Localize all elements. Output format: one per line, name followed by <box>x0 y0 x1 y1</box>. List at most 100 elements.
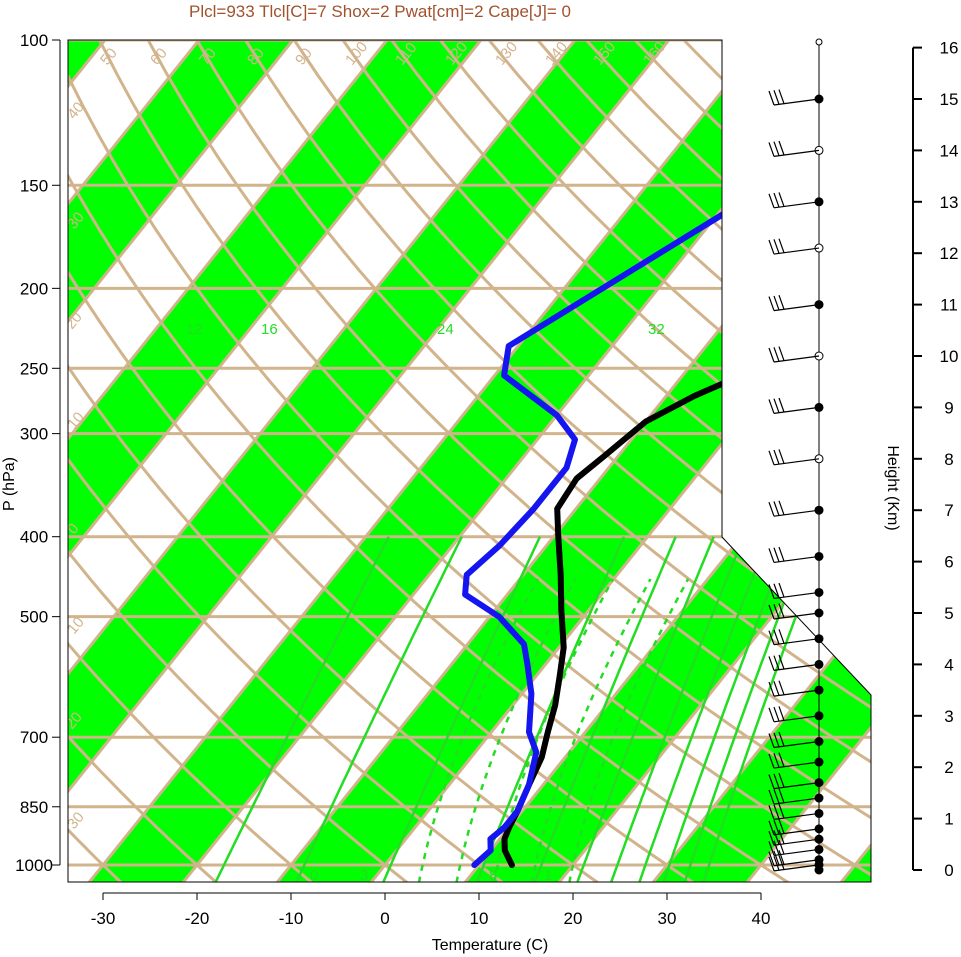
wind-barb <box>773 663 820 671</box>
wind-barb <box>773 812 820 821</box>
wind-barb <box>768 753 775 769</box>
y-tick-label: 400 <box>20 528 48 547</box>
dry-adiabat-line <box>269 40 871 882</box>
x-tick-label: 40 <box>752 909 771 928</box>
wind-barb <box>768 604 775 620</box>
y-tick-label: 250 <box>20 359 48 378</box>
isotherm-line <box>526 40 871 882</box>
dry-adiabat-line <box>68 40 871 882</box>
mixing-ratio-label: 12 <box>186 321 203 338</box>
dry-adiabat-line <box>68 40 694 882</box>
x-tick-label: 30 <box>658 909 677 928</box>
mixing-ratio-line <box>662 536 792 882</box>
wind-barb <box>773 753 780 768</box>
wind-barb <box>773 90 780 105</box>
band-label: 60 <box>147 45 171 69</box>
wind-barb <box>778 773 785 788</box>
wind-barb <box>778 546 785 562</box>
height-tick-label: 5 <box>944 604 953 623</box>
wind-barb <box>773 689 820 697</box>
isotherm-line <box>620 40 871 882</box>
mixing-ratio-lines <box>214 536 827 882</box>
wind-barb <box>773 638 820 646</box>
temperature-band <box>68 40 325 882</box>
plot-frame <box>67 39 872 883</box>
sounding-profiles <box>462 80 871 868</box>
y-tick-label: 100 <box>20 31 48 50</box>
moist-adiabat-line <box>568 578 690 882</box>
wind-barb <box>773 859 820 867</box>
wind-barb <box>773 458 820 466</box>
wind-barb <box>773 840 780 855</box>
y-tick-label: 300 <box>20 425 48 444</box>
x-tick-label: -30 <box>91 909 116 928</box>
wind-barb <box>773 782 820 790</box>
moist-adiabat-label: 1 <box>544 867 552 884</box>
wind-barb <box>778 500 785 516</box>
wind-barb <box>768 656 775 671</box>
y-tick-label: 500 <box>20 608 48 627</box>
wind-barb <box>778 855 785 870</box>
band-label: 130 <box>492 38 521 68</box>
wind-barb <box>773 304 820 312</box>
y-tick-label: 850 <box>20 798 48 817</box>
wind-barb <box>768 296 775 311</box>
wind-barb <box>773 828 820 836</box>
band-label: 50 <box>97 45 121 69</box>
wind-barb <box>773 850 780 866</box>
wind-barb <box>768 805 775 820</box>
moist-adiabat-label: 0 <box>310 867 318 884</box>
wind-barb <box>773 555 820 564</box>
band-label: 30 <box>843 645 867 669</box>
dry-adiabat-line <box>68 40 504 882</box>
wind-barb <box>773 583 780 598</box>
wind-barb <box>768 584 775 599</box>
wind-barb <box>768 707 775 723</box>
y-tick-label: 1000 <box>15 856 53 875</box>
isotherm-line <box>68 40 515 882</box>
wind-barb <box>773 804 780 819</box>
wind-barb <box>773 740 820 749</box>
dry-adiabat-line <box>68 40 218 882</box>
wind-barb <box>778 839 785 855</box>
height-tick-label: 6 <box>944 553 953 572</box>
mixing-ratio-line <box>533 536 677 882</box>
wind-barb <box>778 629 785 644</box>
chart-title: Plcl=933 Tlcl[C]=7 Shox=2 Pwat[cm]=2 Cap… <box>189 2 571 21</box>
wind-barb <box>778 89 785 104</box>
isotherm-line <box>68 40 703 882</box>
wind-barb <box>773 295 780 311</box>
height-tick-label: 14 <box>940 141 959 160</box>
x-axis: -30 -20 -10 0 10 20 30 40 <box>91 892 771 928</box>
y-tick-label: 700 <box>20 728 48 747</box>
wind-barb <box>773 612 820 620</box>
wind-barb <box>773 347 780 362</box>
wind-barb <box>773 706 780 722</box>
mixing-ratio-line <box>382 536 542 882</box>
wind-barb <box>778 238 785 253</box>
wind-barb <box>773 509 820 517</box>
wind-barb <box>773 192 780 208</box>
wind-barb <box>778 788 785 803</box>
band-label: 20 <box>727 231 751 255</box>
wind-barb <box>768 856 775 872</box>
wind-barb <box>773 247 820 255</box>
temperature-band <box>68 40 701 882</box>
wind-barb <box>768 830 775 846</box>
wind-barb <box>778 397 785 413</box>
height-tick-label: 1 <box>944 810 953 829</box>
x-axis-label: Temperature (C) <box>432 937 548 954</box>
isotherm-line <box>714 40 871 882</box>
wind-barb <box>768 548 775 563</box>
dry-adiabat-line <box>174 40 871 882</box>
wind-barb <box>773 797 820 805</box>
wind-barb <box>768 90 775 106</box>
height-tick-label: 16 <box>940 39 959 58</box>
dry-adiabat-line <box>363 40 871 882</box>
height-tick-label: 2 <box>944 758 953 777</box>
isotherm-line <box>68 40 421 882</box>
wind-barb <box>778 706 785 721</box>
band-label: 10 <box>727 339 751 363</box>
